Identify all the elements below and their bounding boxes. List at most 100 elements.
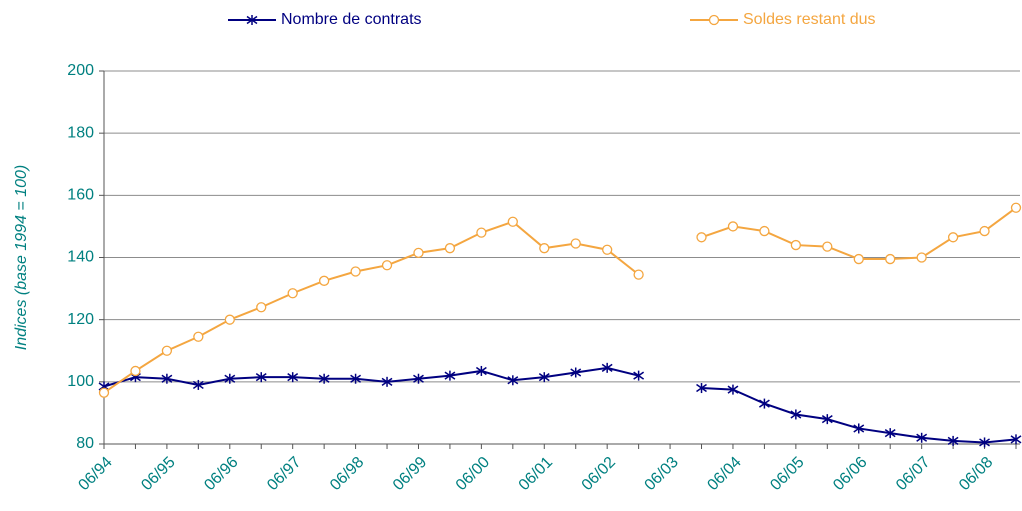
data-point [161, 373, 173, 384]
data-point [570, 367, 582, 378]
data-point [1010, 434, 1022, 445]
marker-stroke [192, 380, 204, 390]
data-point [224, 373, 236, 384]
data-point [350, 373, 362, 384]
x-tick-label: 06/01 [516, 454, 556, 494]
data-point [256, 302, 267, 313]
data-point [444, 243, 456, 254]
data-point [916, 252, 927, 263]
data-point [633, 269, 644, 280]
legend-label: Soldes restant dus [743, 11, 876, 28]
x-tick-label: 06/06 [830, 454, 870, 494]
data-point [821, 414, 833, 425]
y-tick-label: 140 [67, 249, 94, 266]
marker-stroke [538, 373, 550, 382]
data-point [790, 239, 802, 251]
marker-stroke [255, 373, 267, 382]
data-point [979, 437, 990, 448]
y-tick-label: 180 [67, 124, 94, 141]
marker-stroke [601, 363, 613, 372]
data-point [539, 243, 550, 254]
marker-stroke [758, 399, 770, 408]
marker-stroke [884, 429, 896, 438]
data-point [538, 372, 550, 383]
marker-stroke [947, 436, 959, 446]
x-tick-label: 06/94 [75, 454, 115, 494]
data-point [381, 376, 393, 387]
x-tick-label: 06/07 [893, 454, 933, 494]
data-point [602, 244, 613, 255]
y-tick-label: 80 [76, 435, 94, 452]
y-tick-label: 160 [67, 187, 94, 204]
marker-stroke [413, 374, 424, 383]
data-point [853, 253, 864, 265]
marker-stroke [224, 374, 236, 383]
data-point [381, 260, 393, 271]
data-point [696, 383, 707, 394]
y-tick-label: 120 [67, 311, 94, 328]
data-point [916, 432, 928, 443]
marker-stroke [853, 424, 865, 433]
marker-stroke [979, 438, 990, 447]
marker-stroke [633, 371, 645, 380]
x-tick-label: 06/96 [201, 454, 241, 494]
data-point [884, 428, 896, 439]
marker-stroke [381, 377, 393, 386]
data-point [822, 241, 833, 252]
series-line [103, 206, 1017, 394]
data-point [475, 365, 487, 376]
data-point [413, 247, 424, 258]
x-tick-label: 06/04 [704, 454, 744, 494]
legend-marker [708, 14, 720, 26]
x-tick-label: 06/98 [327, 454, 367, 494]
data-point [444, 370, 456, 381]
marker-stroke [246, 15, 258, 25]
data-point [413, 373, 424, 384]
data-point [727, 384, 739, 395]
marker-stroke [475, 366, 487, 376]
marker-stroke [507, 376, 519, 385]
x-tick-label: 06/05 [767, 454, 807, 494]
data-point [287, 372, 299, 383]
x-tick-label: 06/02 [579, 454, 619, 494]
data-point [570, 238, 581, 249]
data-point [130, 365, 141, 377]
data-point [507, 375, 519, 386]
marker-stroke [161, 374, 173, 383]
data-point [758, 398, 770, 409]
x-tick-label: 06/97 [264, 454, 304, 494]
x-tick-label: 06/99 [390, 454, 430, 494]
data-point [287, 288, 298, 299]
data-point [885, 253, 896, 265]
marker-stroke [790, 410, 802, 419]
data-point [192, 379, 204, 390]
data-point [255, 372, 267, 383]
y-axis-label: Indices (base 1994 = 100) [13, 165, 30, 350]
y-tick-label: 200 [67, 62, 94, 79]
y-tick-label: 100 [67, 373, 94, 390]
data-point [947, 435, 959, 446]
data-point [318, 373, 330, 384]
x-tick-label: 06/95 [138, 454, 178, 494]
data-point [161, 345, 173, 356]
data-point [193, 331, 204, 342]
data-point [224, 314, 235, 325]
data-point [947, 232, 959, 243]
data-point [350, 266, 361, 277]
marker-stroke [350, 374, 362, 383]
data-point [476, 227, 487, 238]
x-tick-label: 06/08 [956, 454, 996, 494]
data-point [759, 225, 770, 237]
data-point [790, 409, 802, 420]
marker-stroke [1010, 435, 1022, 444]
data-point [98, 387, 110, 398]
x-tick-label: 06/03 [642, 454, 682, 494]
marker-stroke [696, 383, 707, 393]
marker-stroke [318, 374, 330, 383]
marker-stroke [287, 373, 299, 382]
data-point [633, 370, 645, 381]
marker-stroke [570, 368, 582, 377]
data-point [727, 221, 739, 232]
